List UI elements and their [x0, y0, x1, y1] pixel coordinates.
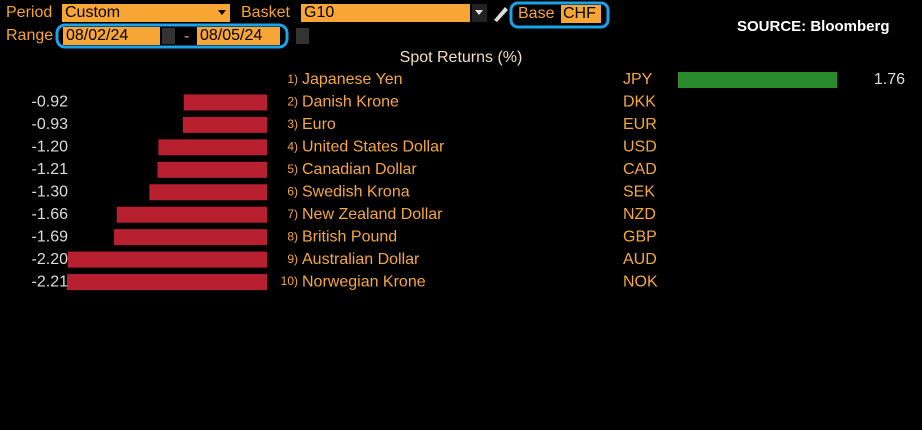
period-label: Period — [6, 4, 52, 21]
value-label: -1.66 — [32, 206, 69, 223]
rank: 7) — [287, 207, 298, 221]
currency-name: Euro — [302, 116, 336, 133]
rank: 4) — [287, 140, 298, 154]
highlight — [509, 1, 610, 29]
source: SOURCE: Bloomberg — [737, 18, 890, 35]
bar — [182, 116, 267, 133]
value-label: -0.93 — [32, 116, 69, 133]
bar — [157, 161, 267, 178]
bar — [149, 184, 267, 201]
currency-name: Danish Krone — [302, 94, 399, 111]
basket-field[interactable] — [301, 4, 470, 22]
calendar-icon[interactable] — [162, 28, 175, 44]
value-label: -1.30 — [32, 183, 69, 200]
value-label: -1.69 — [32, 228, 69, 245]
currency-code: SEK — [623, 183, 655, 200]
base-label: Base — [518, 5, 555, 22]
bar — [67, 251, 268, 268]
bar — [158, 139, 267, 156]
currency-code: NOK — [623, 273, 658, 290]
currency-name: Swedish Krona — [302, 183, 410, 200]
value-label: -2.20 — [32, 251, 69, 268]
currency-name: Australian Dollar — [302, 251, 420, 268]
value-label: -1.20 — [32, 139, 69, 156]
basket-value[interactable]: G10 — [304, 4, 334, 21]
rank: 5) — [287, 162, 298, 176]
currency-code: USD — [623, 139, 657, 156]
value-label: 1.76 — [874, 71, 905, 88]
range-sep: - — [184, 28, 189, 45]
currency-name: Canadian Dollar — [302, 161, 417, 178]
value-label: -2.21 — [32, 273, 69, 290]
bar — [114, 229, 268, 246]
currency-name: New Zealand Dollar — [302, 206, 443, 223]
bar — [183, 94, 267, 111]
value-label: -0.92 — [32, 94, 69, 111]
range-end[interactable]: 08/05/24 — [200, 27, 262, 44]
currency-code: EUR — [623, 116, 657, 133]
currency-name: Norwegian Krone — [302, 273, 426, 290]
bar — [116, 206, 268, 223]
range-end-field[interactable] — [197, 27, 280, 45]
bar — [678, 72, 838, 88]
currency-name: United States Dollar — [302, 139, 445, 156]
bar — [66, 274, 268, 291]
dropdown-arrow[interactable] — [218, 10, 226, 15]
highlight — [55, 23, 289, 49]
currency-code: GBP — [623, 228, 657, 245]
rank: 3) — [287, 117, 298, 131]
currency-code: AUD — [623, 251, 657, 268]
currency-name: British Pound — [302, 228, 397, 245]
dropdown-arrow[interactable] — [475, 10, 483, 15]
base-value[interactable]: CHF — [563, 5, 596, 22]
period-field[interactable] — [62, 4, 230, 22]
rank: 8) — [287, 229, 298, 243]
pencil-icon[interactable] — [494, 7, 508, 22]
basket-label: Basket — [241, 4, 290, 21]
currency-code: NZD — [623, 206, 656, 223]
calendar-icon[interactable] — [296, 28, 309, 44]
base-field[interactable] — [561, 5, 601, 23]
chart-title: Spot Returns (%) — [400, 49, 523, 66]
currency-code: CAD — [623, 161, 657, 178]
period-value[interactable]: Custom — [65, 4, 120, 21]
value-label: -1.21 — [32, 161, 69, 178]
currency-name: Japanese Yen — [302, 71, 403, 88]
rank: 1) — [287, 72, 298, 86]
range-label: Range — [6, 27, 53, 44]
range-start[interactable]: 08/02/24 — [66, 27, 128, 44]
rank: 2) — [287, 95, 298, 109]
rank: 9) — [287, 252, 298, 266]
rank: 10) — [281, 274, 298, 288]
currency-code: JPY — [623, 71, 653, 88]
rank: 6) — [287, 184, 298, 198]
range-start-field[interactable] — [63, 27, 160, 45]
currency-code: DKK — [623, 94, 656, 111]
